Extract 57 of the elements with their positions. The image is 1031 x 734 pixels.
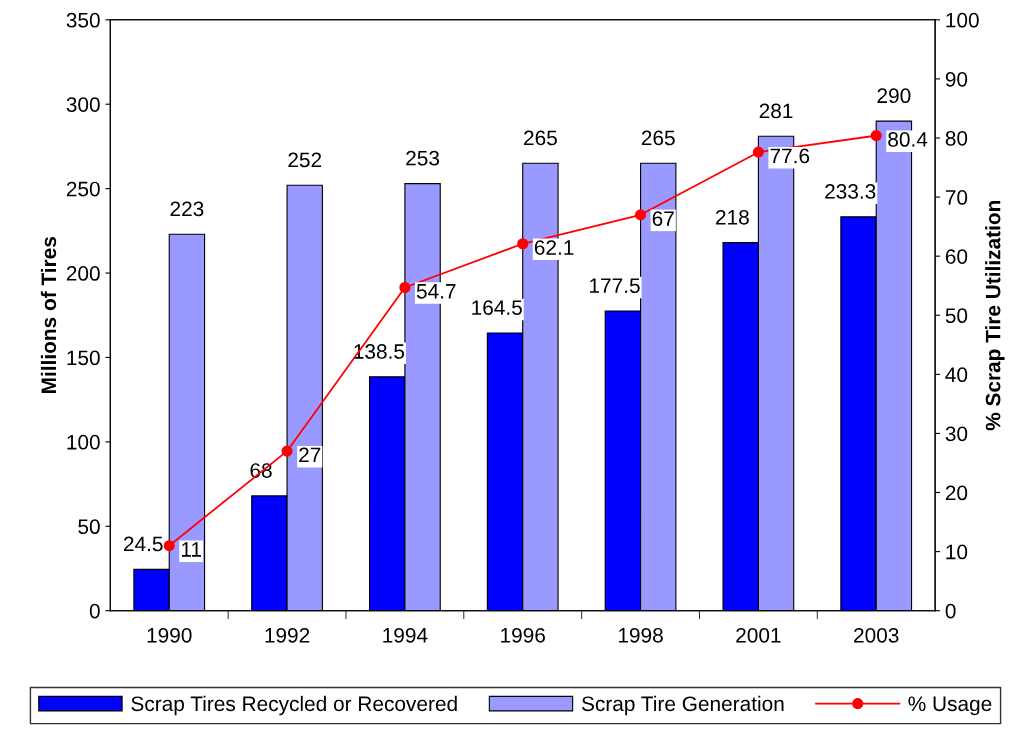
y-tick-label: 250 [66, 181, 100, 197]
point [752, 146, 764, 158]
y2-axis-title: % Scrap Tire Utilization [985, 200, 1005, 431]
data-label: 253 [406, 150, 440, 166]
data-label: 223 [170, 201, 204, 217]
y2-tick-label: 100 [946, 12, 979, 28]
data-label: 54.7 [416, 284, 456, 299]
data-label: 77.6 [770, 148, 810, 164]
point [399, 281, 411, 294]
data-label: 233.3 [825, 184, 876, 199]
data-label: 265 [641, 130, 675, 146]
x-tick-label: 1996 [501, 627, 545, 643]
y2-tick-label: 60 [945, 249, 968, 264]
y2-tick-label: 50 [945, 308, 968, 324]
y2-tick-label: 70 [945, 190, 968, 205]
data-label: 62.1 [534, 240, 574, 255]
point [634, 209, 647, 221]
data-label: 11 [181, 542, 201, 557]
y2-tick-label: 80 [945, 130, 968, 146]
data-label: 67 [652, 211, 674, 226]
point [517, 238, 529, 250]
data-label: 218 [716, 209, 749, 225]
data-label: 27 [299, 447, 321, 463]
y-axis-title: Millions of Tires [40, 236, 57, 393]
y-tick-label: 50 [78, 519, 100, 535]
y-tick-label: 300 [66, 97, 100, 112]
data-label: 265 [524, 130, 557, 146]
y2-tick-label: 90 [945, 71, 968, 87]
data-label: 252 [288, 152, 322, 168]
data-label: 24.5 [124, 536, 163, 552]
point [163, 540, 175, 552]
y-tick-label: 200 [66, 266, 100, 281]
y-tick-label: 100 [67, 434, 100, 450]
legend-label: % Usage [908, 696, 992, 716]
data-label: 177.5 [590, 278, 640, 294]
x-tick-label: 1994 [383, 627, 428, 643]
legend-label: Scrap Tire Generation [581, 695, 784, 716]
y2-tick-label: 30 [945, 426, 968, 442]
y-tick-label: 350 [66, 12, 100, 28]
x-tick-label: 2001 [736, 627, 781, 643]
x-tick-label: 1992 [265, 627, 310, 643]
y2-tick-label: 10 [946, 544, 968, 560]
x-tick-label: 2003 [854, 627, 899, 643]
point [281, 445, 293, 457]
point [870, 130, 882, 142]
y-tick-label: 150 [67, 350, 100, 366]
x-tick-label: 1998 [618, 627, 663, 643]
data-label: 281 [759, 103, 793, 119]
legend-label: Scrap Tires Recycled or Recovered [131, 695, 457, 716]
y-tick-label: 0 [89, 603, 100, 619]
y2-tick-label: 20 [945, 485, 968, 501]
data-label: 290 [877, 88, 911, 104]
y2-tick-label: 0 [945, 603, 956, 619]
data-label: 80.4 [888, 132, 928, 147]
y2-tick-label: 40 [945, 367, 968, 383]
x-tick-label: 1990 [147, 627, 192, 643]
data-label: 164.5 [472, 300, 522, 315]
